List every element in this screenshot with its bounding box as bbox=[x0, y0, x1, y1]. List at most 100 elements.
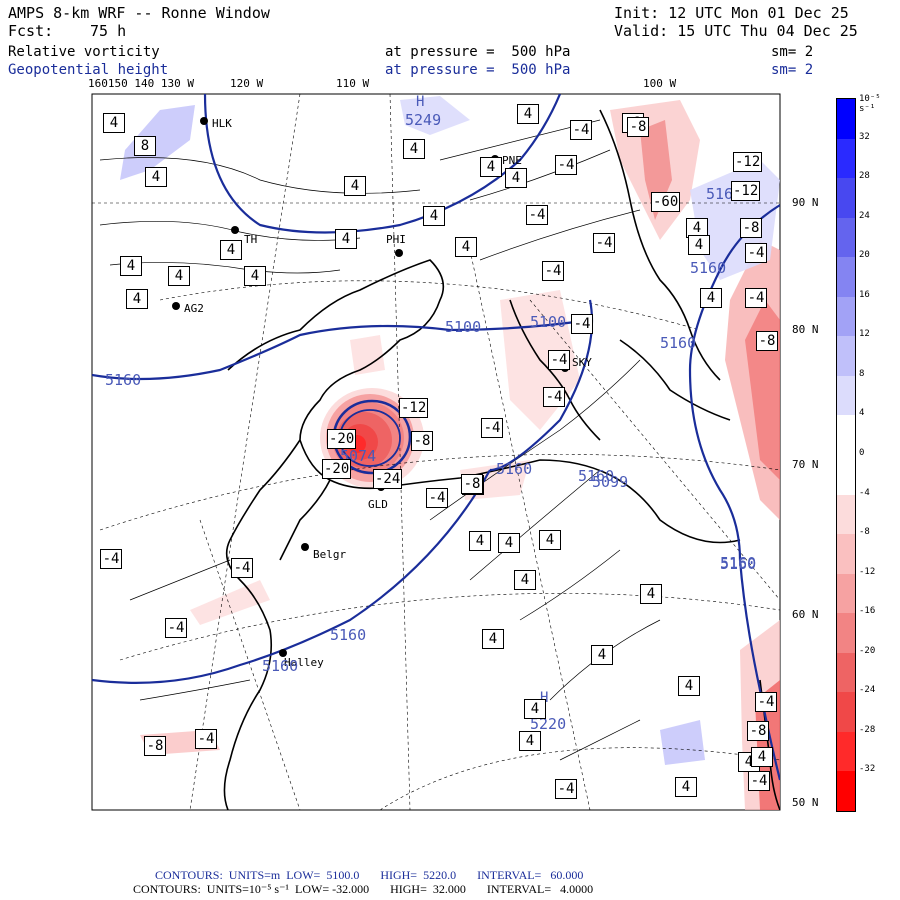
colorbar-segment bbox=[837, 534, 855, 574]
height-label: 5160 bbox=[330, 626, 367, 644]
colorbar-segment bbox=[837, 99, 855, 139]
height-label: 5160 bbox=[262, 657, 299, 675]
vorticity-label: 4 bbox=[751, 747, 773, 767]
vorticity-label: 4 bbox=[640, 584, 662, 604]
colorbar-segment bbox=[837, 652, 855, 693]
vorticity-label: 4 bbox=[126, 289, 148, 309]
vorticity-label: -4 bbox=[745, 288, 767, 308]
height-label: 5160 bbox=[720, 555, 757, 573]
station-dot-phi bbox=[395, 249, 403, 257]
colorbar-tick-label: -20 bbox=[859, 645, 876, 656]
vorticity-label: -4 bbox=[571, 314, 593, 334]
colorbar-tick-label: 16 bbox=[859, 289, 870, 300]
vorticity-label: 4 bbox=[686, 218, 708, 238]
colorbar-tick-label: -12 bbox=[859, 566, 876, 577]
field1-name: Relative vorticity bbox=[8, 44, 160, 60]
vorticity-label: -8 bbox=[740, 218, 762, 238]
field1-level: at pressure = 500 hPa bbox=[385, 44, 571, 60]
vorticity-label: -4 bbox=[481, 418, 503, 438]
lat-label-70: 70 N bbox=[792, 458, 819, 471]
vorticity-label: -4 bbox=[548, 350, 570, 370]
lon-label-100: 100 W bbox=[643, 77, 677, 90]
vorticity-label: -4 bbox=[555, 779, 577, 799]
colorbar-segment bbox=[837, 375, 855, 416]
vorticity-label: 4 bbox=[103, 113, 125, 133]
vorticity-label: -4 bbox=[195, 729, 217, 749]
station-label-pne: PNE bbox=[502, 154, 522, 167]
vorticity-label: -4 bbox=[593, 233, 615, 253]
lat-label-50: 50 N bbox=[792, 796, 819, 809]
station-label-belgr: Belgr bbox=[313, 548, 347, 561]
vorticity-label: 4 bbox=[403, 139, 425, 159]
lat-label-80: 80 N bbox=[792, 323, 819, 336]
vorticity-label: -4 bbox=[745, 243, 767, 263]
vorticity-label: 4 bbox=[688, 235, 710, 255]
field2-name: Geopotential height bbox=[8, 62, 169, 78]
colorbar-segment bbox=[837, 771, 855, 811]
vorticity-label: -4 bbox=[165, 618, 187, 638]
vorticity-label: -8 bbox=[627, 117, 649, 137]
station-label-hlk: HLK bbox=[212, 117, 232, 130]
colorbar-tick-label: 4 bbox=[859, 408, 865, 419]
colorbar-tick-label: 8 bbox=[859, 368, 865, 379]
field2-smoothing: sm= 2 bbox=[771, 62, 814, 78]
vorticity-label: 4 bbox=[514, 570, 536, 590]
colorbar-unit: 10⁻⁵ s⁻¹ bbox=[859, 94, 881, 114]
lat-label-90: 90 N bbox=[792, 196, 819, 209]
station-label-sky: SKY bbox=[572, 356, 592, 369]
vorticity-label: -4 bbox=[755, 692, 777, 712]
vorticity-label: -4 bbox=[426, 488, 448, 508]
vorticity-label: -8 bbox=[411, 431, 433, 451]
footer-height-contours: CONTOURS: UNITS=m LOW= 5100.0 HIGH= 5220… bbox=[155, 868, 584, 882]
vorticity-label: -4 bbox=[526, 205, 548, 225]
station-label-ag2: AG2 bbox=[184, 302, 204, 315]
colorbar-segment bbox=[837, 613, 855, 653]
vorticity-label: 4 bbox=[482, 629, 504, 649]
station-dot-belgr bbox=[301, 543, 309, 551]
vorticity-label: -12 bbox=[731, 181, 761, 201]
model-title: AMPS 8-km WRF -- Ronne Window bbox=[8, 4, 270, 22]
vorticity-label: 4 bbox=[675, 777, 697, 797]
vorticity-label: 4 bbox=[335, 229, 357, 249]
station-dot-th bbox=[231, 226, 239, 234]
colorbar-tick-label: 20 bbox=[859, 250, 870, 261]
high-pressure-marker: H bbox=[540, 690, 549, 706]
field2-level: at pressure = 500 hPa bbox=[385, 62, 571, 78]
field1-smoothing: sm= 2 bbox=[771, 44, 814, 60]
vorticity-label: -24 bbox=[373, 469, 403, 489]
vorticity-label: 4 bbox=[519, 731, 541, 751]
lon-label-120: 120 W bbox=[230, 77, 264, 90]
lon-label-110: 110 W bbox=[336, 77, 370, 90]
height-label: 5099 bbox=[592, 473, 629, 491]
vorticity-label: 4 bbox=[168, 266, 190, 286]
colorbar-segment bbox=[837, 455, 855, 495]
vorticity-label: 4 bbox=[591, 645, 613, 665]
vorticity-label: -12 bbox=[399, 398, 429, 418]
vorticity-label: -4 bbox=[231, 558, 253, 578]
vorticity-label: 4 bbox=[539, 530, 561, 550]
vorticity-label: -8 bbox=[144, 736, 166, 756]
vorticity-label: -4 bbox=[100, 549, 122, 569]
height-label: 5160 bbox=[720, 554, 757, 572]
vorticity-label: -60 bbox=[651, 192, 681, 212]
station-label-gld: GLD bbox=[368, 498, 388, 511]
vorticity-label: 4 bbox=[700, 288, 722, 308]
high-pressure-marker: H bbox=[416, 94, 425, 110]
init-time: Init: 12 UTC Mon 01 Dec 25 bbox=[614, 4, 849, 22]
vorticity-label: 4 bbox=[120, 256, 142, 276]
vorticity-label: 4 bbox=[524, 699, 546, 719]
colorbar-segment bbox=[837, 178, 855, 218]
colorbar-tick-label: -4 bbox=[859, 487, 870, 498]
colorbar-segment bbox=[837, 138, 855, 179]
colorbar-tick-label: -8 bbox=[859, 527, 870, 538]
vorticity-label: 4 bbox=[220, 240, 242, 260]
vorticity-label: -4 bbox=[570, 120, 592, 140]
vorticity-label: -4 bbox=[555, 155, 577, 175]
height-label: 5160 bbox=[105, 371, 142, 389]
station-label-halley: Halley bbox=[284, 656, 324, 669]
colorbar-segment bbox=[837, 257, 855, 297]
colorbar-segment bbox=[837, 415, 855, 455]
station-dot-hlk bbox=[200, 117, 208, 125]
vorticity-label: 4 bbox=[505, 168, 527, 188]
colorbar-tick-label: 32 bbox=[859, 131, 870, 142]
